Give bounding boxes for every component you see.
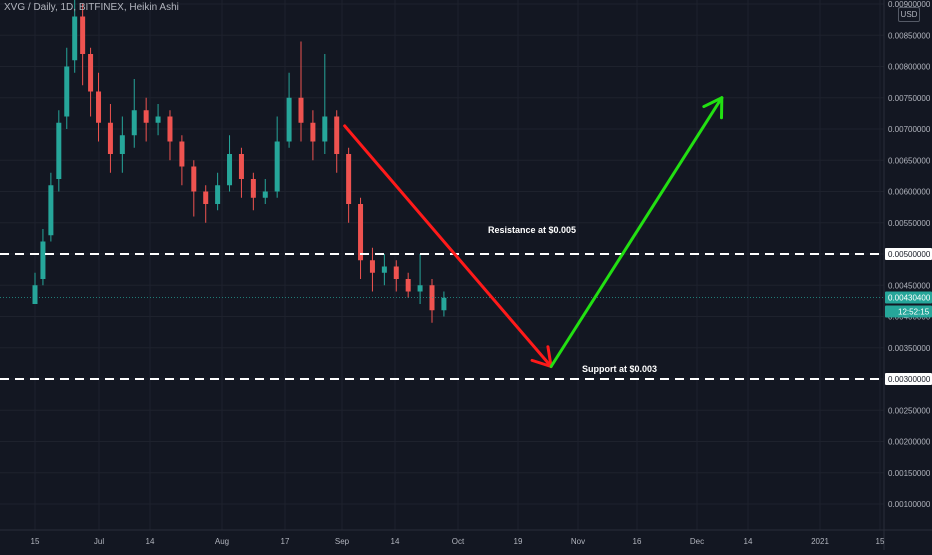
price-tick-label: 0.00750000 xyxy=(888,94,931,103)
time-tick-label: Nov xyxy=(571,537,585,546)
price-tick-label: 0.00150000 xyxy=(888,469,931,478)
price-tick-label: 0.00350000 xyxy=(888,344,931,353)
candle-body xyxy=(72,17,77,61)
candle-body xyxy=(144,110,149,123)
candle-body xyxy=(334,117,339,155)
time-tick-label: Oct xyxy=(452,537,465,546)
time-tick-label: Dec xyxy=(690,537,704,546)
candle-body xyxy=(441,298,446,311)
time-tick-label: 14 xyxy=(744,537,753,546)
candle-body xyxy=(370,260,375,273)
resistance-price-badge: 0.00500000 xyxy=(888,250,931,259)
support-price-badge: 0.00300000 xyxy=(888,375,931,384)
candle-body xyxy=(322,117,327,142)
down-arrow[interactable] xyxy=(345,126,551,367)
price-tick-label: 0.00600000 xyxy=(888,188,931,197)
candle-body xyxy=(120,135,125,154)
price-tick-label: 0.00850000 xyxy=(888,31,931,40)
candle-body xyxy=(179,142,184,167)
up-arrow[interactable] xyxy=(551,98,722,367)
time-tick-label: Sep xyxy=(335,537,350,546)
candle-body xyxy=(48,185,53,235)
price-tick-label: 0.00450000 xyxy=(888,281,931,290)
time-tick-label: 14 xyxy=(391,537,400,546)
time-tick-label: 2021 xyxy=(811,537,829,546)
support-annotation: Support at $0.003 xyxy=(582,364,657,374)
candle-body xyxy=(40,242,45,280)
candle-body xyxy=(64,67,69,117)
symbol-legend[interactable]: XVG / Daily, 1D, BITFINEX, Heikin Ashi xyxy=(4,2,179,13)
up-arrow-shaft xyxy=(551,98,722,367)
time-tick-label: 16 xyxy=(633,537,642,546)
time-axis[interactable]: 15 Jul 14 Aug 17 Sep 14 Oct 19 Nov 16 Dec 14 2021 15 xyxy=(31,537,885,546)
resistance-annotation: Resistance at $0.005 xyxy=(488,225,576,235)
candle-body xyxy=(310,123,315,142)
price-tick-label: 0.00100000 xyxy=(888,500,931,509)
candle-body xyxy=(275,142,280,192)
price-tick-label: 0.00800000 xyxy=(888,63,931,72)
candle-body xyxy=(108,123,113,154)
candle-body xyxy=(215,185,220,204)
candle-body xyxy=(287,98,292,142)
candle-body xyxy=(167,117,172,142)
candle-body xyxy=(80,17,85,55)
candle-body xyxy=(227,154,232,185)
candle-body xyxy=(382,267,387,273)
candle-body xyxy=(156,117,161,123)
candle-body xyxy=(191,167,196,192)
candle-body xyxy=(346,154,351,204)
candle-body xyxy=(263,192,268,198)
candle-body xyxy=(406,279,411,292)
candle-body xyxy=(96,92,101,123)
candle-body xyxy=(239,154,244,179)
candle-body xyxy=(88,54,93,92)
time-tick-label: Aug xyxy=(215,537,229,546)
candle-body xyxy=(394,267,399,280)
price-tick-label: 0.00700000 xyxy=(888,125,931,134)
price-tick-label: 0.00250000 xyxy=(888,406,931,415)
candle-body xyxy=(132,110,137,135)
candle-body xyxy=(56,123,61,179)
price-tick-label: 0.00650000 xyxy=(888,156,931,165)
time-tick-label: 19 xyxy=(514,537,523,546)
candle-body xyxy=(298,98,303,123)
price-axis[interactable]: 0.009000000.008500000.008000000.00750000… xyxy=(885,0,932,509)
time-tick-label: 14 xyxy=(146,537,155,546)
time-tick-label: Jul xyxy=(94,537,104,546)
candle-body xyxy=(251,179,256,198)
candle-body xyxy=(358,204,363,260)
last-price-badge: 0.00430400 xyxy=(888,294,931,303)
time-tick-label: 15 xyxy=(876,537,885,546)
candles xyxy=(33,0,447,323)
countdown-badge: 12:52:15 xyxy=(898,308,930,317)
candle-body xyxy=(203,192,208,205)
annotations: Resistance at $0.005 Support at $0.003 xyxy=(488,225,657,374)
candle-body xyxy=(33,285,38,304)
price-tick-label: 0.00200000 xyxy=(888,438,931,447)
candle-body xyxy=(418,285,423,291)
down-arrow-shaft xyxy=(345,126,551,367)
currency-badge[interactable]: USD xyxy=(898,7,920,22)
price-tick-label: 0.00550000 xyxy=(888,219,931,228)
time-tick-label: 17 xyxy=(281,537,290,546)
time-tick-label: 15 xyxy=(31,537,40,546)
